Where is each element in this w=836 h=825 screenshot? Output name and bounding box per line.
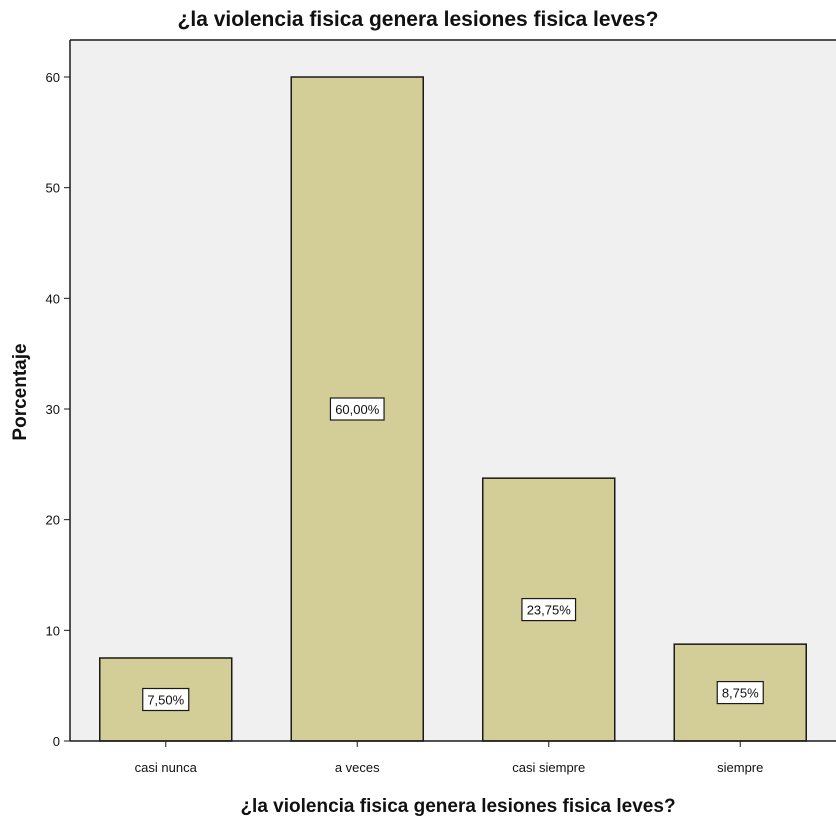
y-tick-label: 50 — [46, 181, 60, 196]
x-tick-label: siempre — [717, 760, 763, 775]
plot-area — [70, 40, 836, 741]
y-axis-title: Porcentaje — [10, 343, 31, 440]
data-label-1: 7,50% — [142, 687, 190, 712]
data-label-2: 60,00% — [329, 397, 385, 421]
data-label-3: 23,75% — [521, 597, 577, 622]
x-tick-label: casi nunca — [135, 760, 198, 775]
data-label-text: 8,75% — [722, 686, 759, 701]
x-tick-label: a veces — [335, 760, 380, 775]
data-label-box — [142, 687, 190, 712]
x-axis-title: ¿la violencia fisica genera lesiones fis… — [240, 796, 675, 817]
data-label-text: 7,50% — [147, 693, 184, 708]
chart-title: ¿la violencia fisica genera lesiones fis… — [178, 8, 659, 31]
y-tick-label: 30 — [46, 402, 60, 417]
data-label-text: 23,75% — [527, 603, 572, 618]
data-label-box — [521, 597, 577, 622]
data-label-4: 8,75% — [716, 680, 764, 705]
y-tick-label: 0 — [53, 734, 60, 749]
data-label-box — [716, 680, 764, 705]
y-tick-label: 60 — [46, 70, 60, 85]
data-label-box — [329, 397, 385, 421]
y-tick-label: 40 — [46, 291, 60, 306]
x-tick-label: casi siempre — [512, 760, 585, 775]
y-tick-label: 20 — [46, 513, 60, 528]
data-label-text: 60,00% — [335, 402, 380, 417]
y-tick-label: 10 — [46, 623, 60, 638]
